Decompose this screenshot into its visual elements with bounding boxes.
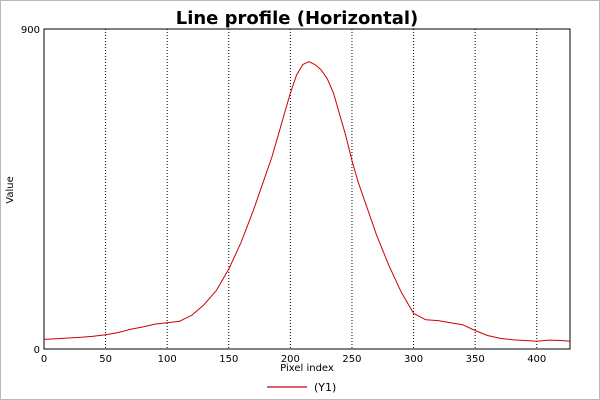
- y-axis-label: Value: [5, 176, 16, 203]
- x-tick-label-200: 200: [281, 354, 300, 365]
- y-tick-label-0: 0: [34, 345, 40, 356]
- x-tick-label-100: 100: [158, 354, 177, 365]
- x-tick-label-50: 50: [99, 354, 112, 365]
- x-tick-label-400: 400: [527, 354, 546, 365]
- x-tick-label-150: 150: [219, 354, 238, 365]
- chart-title: Line profile (Horizontal): [176, 8, 419, 29]
- x-tick-label-300: 300: [404, 354, 423, 365]
- tick-labels: 0 50 100 150 200 250 300 350 400 0 900: [21, 25, 546, 365]
- grid-lines: [105, 29, 538, 349]
- x-tick-label-0: 0: [41, 354, 47, 365]
- series-layer: [43, 61, 571, 342]
- plot-area: [43, 28, 571, 350]
- y-tick-label-900: 900: [21, 25, 40, 36]
- legend: (Y1): [267, 381, 336, 394]
- series-line-0: [43, 61, 571, 342]
- x-tick-label-350: 350: [466, 354, 485, 365]
- x-axis-label: Pixel index: [280, 363, 334, 374]
- legend-label-y1: (Y1): [314, 381, 336, 394]
- x-tick-label-250: 250: [342, 354, 361, 365]
